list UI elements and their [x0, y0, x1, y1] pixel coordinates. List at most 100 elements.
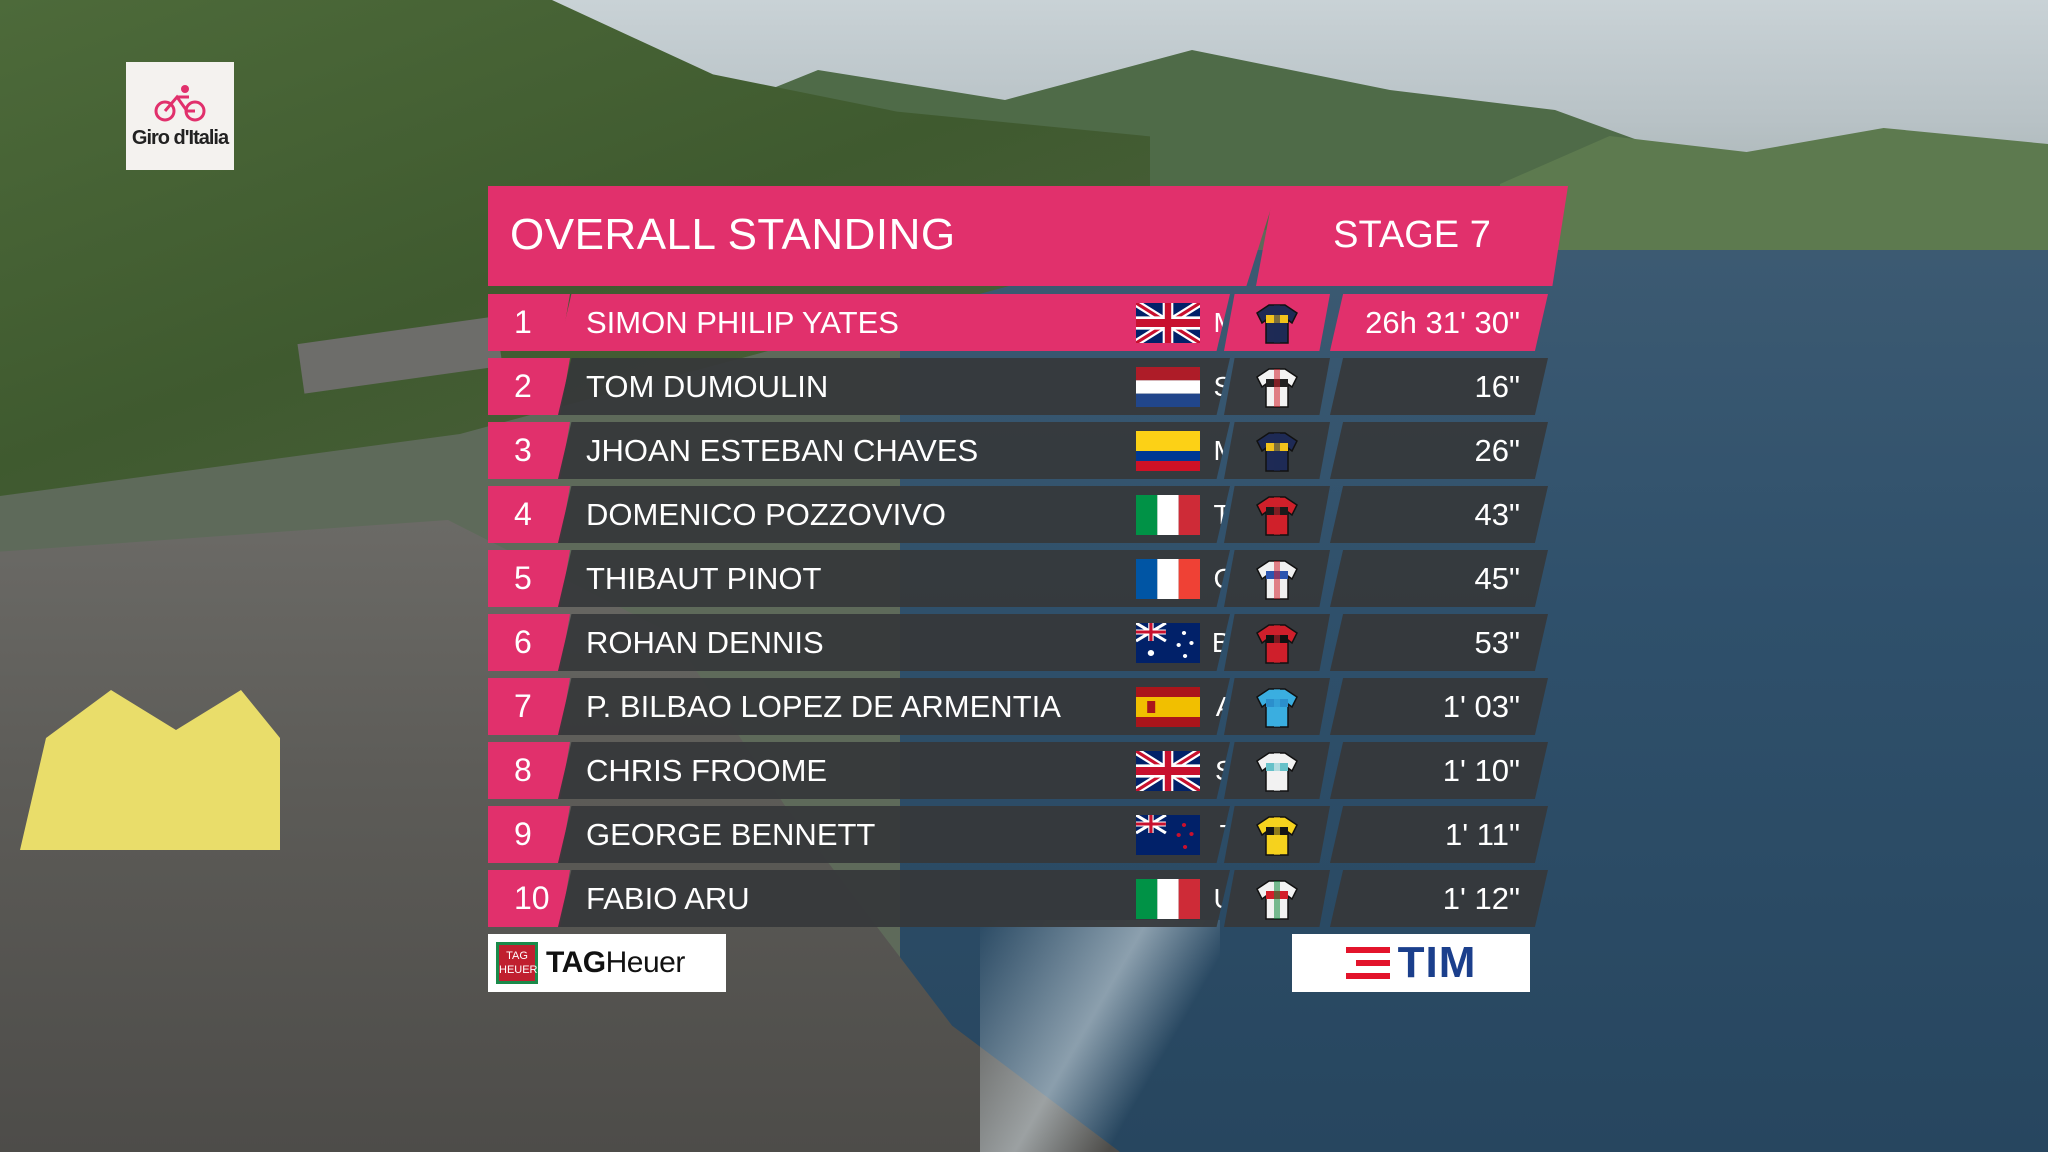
team-jersey-icon [1255, 685, 1299, 729]
gap-time: 53" [1474, 625, 1521, 660]
rider-name: FABIO ARU [586, 881, 750, 916]
rider-name: THIBAUT PINOT [586, 561, 822, 596]
stage-label: STAGE 7 [1333, 214, 1491, 256]
surf [980, 920, 1220, 1152]
rider-name: DOMENICO POZZOVIVO [586, 497, 946, 532]
nl-flag-icon [1136, 367, 1200, 407]
gap-time: 43" [1474, 497, 1521, 532]
position-number: 3 [488, 422, 570, 479]
rider-cell: FABIO ARUUAD [558, 870, 1230, 927]
time-cell: 1' 12" [1330, 870, 1548, 927]
position-number: 5 [488, 550, 570, 607]
position-number: 9 [488, 806, 570, 863]
rider-name: ROHAN DENNIS [586, 625, 824, 660]
position-number: 1 [488, 294, 570, 351]
time-cell: 1' 03" [1330, 678, 1548, 735]
jersey-cell [1224, 486, 1330, 543]
nz-flag-icon [1136, 815, 1200, 855]
es-flag-icon [1136, 687, 1200, 727]
position-number: 6 [488, 614, 570, 671]
giro-logo: Giro d'Italia [126, 62, 234, 170]
time-cell: 26" [1330, 422, 1548, 479]
time-cell: 53" [1330, 614, 1548, 671]
tag-heuer-text: TAGHeuer [546, 946, 685, 979]
standing-row: 7P. BILBAO LOPEZ DE ARMENTIAAST 1' 03" [488, 678, 1548, 735]
jersey-cell [1224, 870, 1330, 927]
au-flag-icon [1136, 623, 1200, 663]
jersey-cell [1224, 614, 1330, 671]
position-number: 8 [488, 742, 570, 799]
stage-banner: STAGE 7 [1256, 186, 1568, 286]
board-title-banner: OVERALL STANDING [488, 186, 1278, 286]
rider-cell: CHRIS FROOMESKY [558, 742, 1230, 799]
team-jersey-icon [1255, 301, 1299, 345]
rider-cell: DOMENICO POZZOVIVOTBM [558, 486, 1230, 543]
rider-name: TOM DUMOULIN [586, 369, 829, 404]
team-jersey-icon [1255, 365, 1299, 409]
rider-name: CHRIS FROOME [586, 753, 828, 788]
position-number: 4 [488, 486, 570, 543]
cyclist-icon [154, 84, 206, 121]
rider-name: SIMON PHILIP YATES [586, 305, 899, 340]
team-jersey-icon [1255, 493, 1299, 537]
rider-cell: JHOAN ESTEBAN CHAVESMTS [558, 422, 1230, 479]
gap-time: 45" [1474, 561, 1521, 596]
jersey-cell [1224, 678, 1330, 735]
rider-cell: P. BILBAO LOPEZ DE ARMENTIAAST [558, 678, 1230, 735]
team-jersey-icon [1255, 557, 1299, 601]
time-cell: 16" [1330, 358, 1548, 415]
rider-name: P. BILBAO LOPEZ DE ARMENTIA [586, 689, 1061, 724]
team-jersey-icon [1255, 813, 1299, 857]
tag-heuer-logo: TAG HEUER TAGHeuer [488, 934, 726, 992]
tim-mark-icon [1345, 945, 1390, 981]
it-flag-icon [1136, 879, 1200, 919]
jersey-cell [1224, 358, 1330, 415]
it-flag-icon [1136, 495, 1200, 535]
rider-name: GEORGE BENNETT [586, 817, 876, 852]
tag-heuer-shield-icon: TAG HEUER [496, 942, 538, 984]
rider-cell: GEORGE BENNETTTLJ [558, 806, 1230, 863]
rider-cell: ROHAN DENNISBMC [558, 614, 1230, 671]
time-cell: 1' 10" [1330, 742, 1548, 799]
position-number: 7 [488, 678, 570, 735]
rider-name: JHOAN ESTEBAN CHAVES [586, 433, 979, 468]
position-number: 2 [488, 358, 570, 415]
time-cell: 45" [1330, 550, 1548, 607]
jersey-cell [1224, 550, 1330, 607]
time-cell: 43" [1330, 486, 1548, 543]
co-flag-icon [1136, 431, 1200, 471]
time-cell: 1' 11" [1330, 806, 1548, 863]
gb-flag-icon [1136, 303, 1200, 343]
position-number: 10 [488, 870, 570, 927]
rider-cell: TOM DUMOULINSUN [558, 358, 1230, 415]
gap-time: 16" [1474, 369, 1521, 404]
tim-text: TIM [1397, 938, 1477, 987]
team-jersey-icon [1255, 621, 1299, 665]
team-jersey-icon [1255, 877, 1299, 921]
team-jersey-icon [1255, 749, 1299, 793]
gb-flag-icon [1136, 751, 1200, 791]
team-jersey-icon [1255, 429, 1299, 473]
tim-logo: TIM [1292, 934, 1530, 992]
gap-time: 1' 03" [1442, 689, 1520, 724]
rider-cell: SIMON PHILIP YATESMTS [558, 294, 1230, 351]
jersey-cell [1224, 294, 1330, 351]
time-cell: 26h 31' 30" [1330, 294, 1548, 351]
fr-flag-icon [1136, 559, 1200, 599]
gap-time: 26" [1474, 433, 1521, 468]
gap-time: 1' 12" [1442, 881, 1520, 916]
jersey-cell [1224, 422, 1330, 479]
logo-text: Giro d'Italia [131, 126, 229, 149]
gap-time: 26h 31' 30" [1365, 305, 1520, 340]
jersey-cell [1224, 742, 1330, 799]
rider-cell: THIBAUT PINOTGFC [558, 550, 1230, 607]
gap-time: 1' 10" [1442, 753, 1520, 788]
